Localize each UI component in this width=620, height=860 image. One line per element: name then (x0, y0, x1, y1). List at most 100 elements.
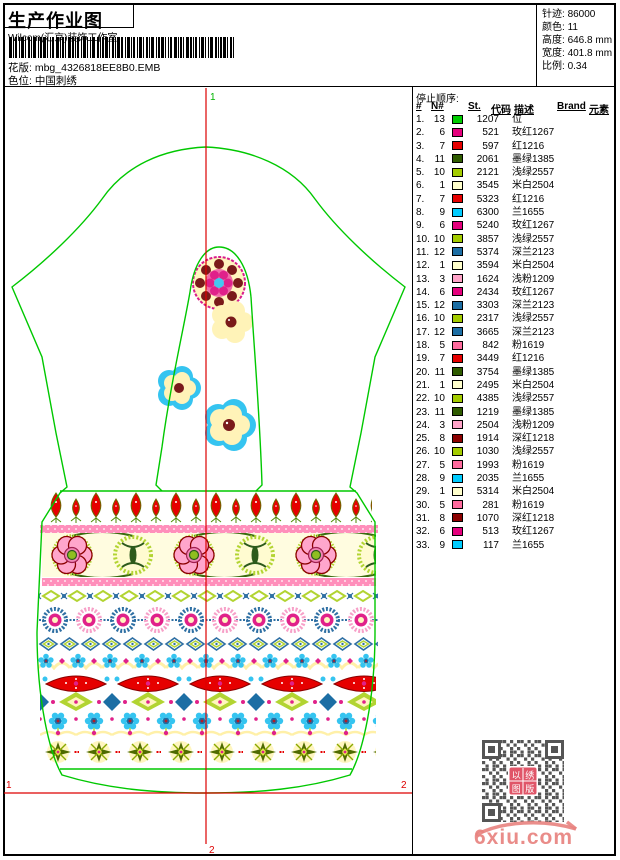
stitch-count: 5374 (476, 246, 499, 258)
row-number: 25. (416, 433, 430, 445)
needle-number: 1 (439, 180, 445, 192)
row-number: 26. (416, 446, 430, 458)
table-row: 16. 10 2317 浅绿2557 (416, 312, 616, 325)
qr-code: 以 绣 图 版 (478, 736, 568, 826)
color-description: 浅绿2557 (512, 313, 555, 325)
table-row: 4. 11 2061 墨绿1385 (416, 153, 616, 166)
table-row: 23. 11 1219 墨绿1385 (416, 406, 616, 419)
stitch-count: 2121 (476, 167, 499, 179)
stitch-count: 1030 (476, 446, 499, 458)
row-number: 13. (416, 273, 430, 285)
color-description: 深兰2123 (512, 326, 555, 338)
needle-number: 7 (439, 140, 445, 152)
row-number: 9. (416, 220, 425, 232)
needle-number: 5 (439, 340, 445, 352)
qr-finder-patterns (482, 740, 564, 822)
table-row: 30. 5 281 粉1619 (416, 499, 616, 512)
needle-number: 7 (439, 353, 445, 365)
row-number: 33. (416, 539, 430, 551)
col-element: 元素 (589, 105, 609, 116)
table-row: 19. 7 3449 红1216 (416, 352, 616, 365)
needle-number: 1 (439, 379, 445, 391)
cream-flower (212, 301, 253, 343)
col-brand: Brand (557, 101, 586, 112)
stitch-count: 2434 (476, 286, 499, 298)
row-number: 27. (416, 459, 430, 471)
color-count-line: 颜色: 11 (542, 22, 578, 33)
needle-number: 6 (439, 286, 445, 298)
stitch-count: 1070 (476, 512, 499, 524)
color-swatch (452, 420, 463, 430)
color-swatch (452, 393, 463, 403)
mark-bottom: 2 (209, 845, 215, 856)
row-number: 4. (416, 153, 425, 165)
needle-number: 10 (433, 446, 445, 458)
table-row: 31. 8 1070 深红1218 (416, 512, 616, 525)
header-divider (3, 86, 616, 87)
row-number: 16. (416, 313, 430, 325)
watermark: 6xiu.com (472, 817, 592, 857)
color-swatch (452, 127, 463, 137)
row-number: 17. (416, 326, 430, 338)
color-description: 墨绿1385 (512, 153, 555, 165)
stitch-count: 2061 (476, 153, 499, 165)
col-number: # (416, 101, 422, 112)
needle-number: 7 (439, 193, 445, 205)
needle-number: 11 (434, 366, 445, 378)
registration-crosshair: 1 1 2 2 (4, 88, 412, 856)
row-number: 24. (416, 419, 430, 431)
color-swatch (452, 407, 463, 417)
table-row: 13. 3 1624 浅粉1209 (416, 273, 616, 286)
stitch-count: 5314 (476, 486, 499, 498)
needle-number: 10 (433, 167, 445, 179)
row-number: 18. (416, 340, 430, 352)
color-description: 浅粉1209 (512, 419, 555, 431)
stitch-count: 6300 (476, 207, 499, 219)
color-swatch (452, 180, 463, 190)
table-row: 18. 5 842 粉1619 (416, 339, 616, 352)
qr-center-logo: 以 绣 图 版 (508, 766, 538, 796)
needle-number: 13 (433, 114, 445, 125)
needle-number: 5 (439, 459, 445, 471)
stitch-count: 1624 (476, 273, 499, 285)
row-number: 28. (416, 473, 430, 485)
color-description: 粉1619 (512, 459, 545, 471)
row-number: 8. (416, 207, 425, 219)
needle-number: 10 (433, 313, 445, 325)
stitch-count: 1207 (476, 114, 499, 125)
color-description: 玫红1267 (512, 526, 555, 538)
needle-number: 12 (433, 246, 445, 258)
table-row: 21. 1 2495 米白2504 (416, 379, 616, 392)
stitch-count: 3754 (476, 366, 499, 378)
needle-number: 3 (439, 419, 445, 431)
table-row: 11. 12 5374 深兰2123 (416, 246, 616, 259)
placket-flowers (158, 256, 256, 451)
table-row: 29. 1 5314 米白2504 (416, 485, 616, 498)
color-swatch (452, 274, 463, 284)
pattern-file-line: 花版: mbg_4326818EE8B0.EMB (8, 60, 160, 75)
color-description: 墨绿1385 (512, 366, 555, 378)
color-description: 兰1655 (512, 473, 545, 485)
table-row: 8. 9 6300 兰1655 (416, 206, 616, 219)
color-swatch (452, 460, 463, 470)
row-number: 23. (416, 406, 430, 418)
needle-number: 8 (439, 433, 445, 445)
color-description: 浅绿2557 (512, 393, 555, 405)
color-description: 玫红1267 (512, 286, 555, 298)
table-row: 9. 6 5240 玫红1267 (416, 219, 616, 232)
color-description: 粉1619 (512, 340, 545, 352)
stitch-count: 2495 (476, 379, 499, 391)
needle-number: 9 (439, 207, 445, 219)
col-stitches: St. (468, 101, 481, 112)
color-description: 米白2504 (512, 379, 555, 391)
stitch-count: 4385 (476, 393, 499, 405)
row-number: 14. (416, 286, 430, 298)
color-swatch (452, 327, 463, 337)
color-description: 深兰2123 (512, 246, 555, 258)
color-swatch (452, 313, 463, 323)
stitch-count: 521 (482, 127, 499, 139)
stitch-count: 3857 (476, 233, 499, 245)
row-number: 20. (416, 366, 430, 378)
page-title: 生产作业图 (5, 5, 134, 31)
color-swatch (452, 141, 463, 151)
